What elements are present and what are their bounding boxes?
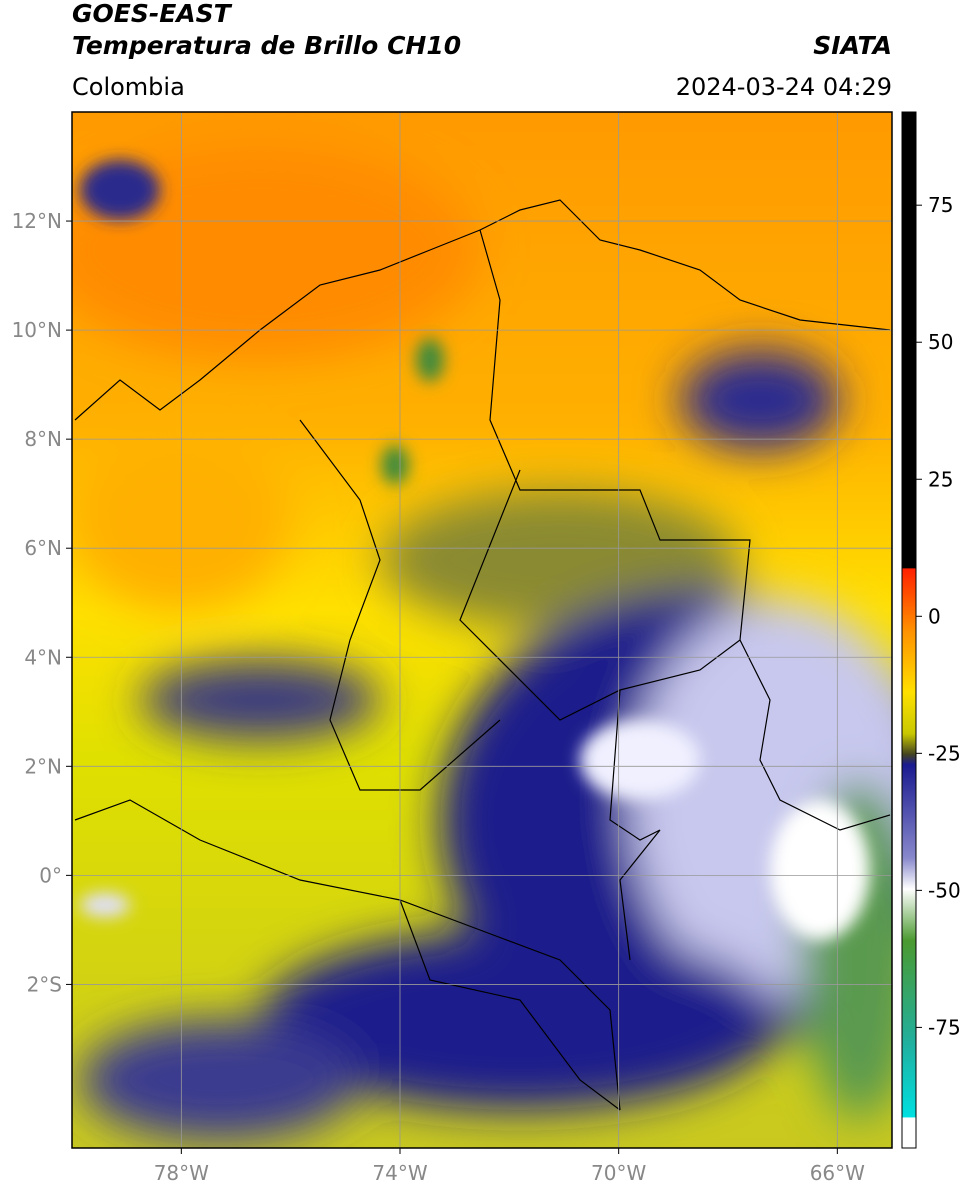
colorbar-label: 0 <box>928 604 941 628</box>
region: Colombia <box>72 73 185 101</box>
subtitle: Temperatura de Brillo CH10 <box>72 31 461 60</box>
lat-label: 2°N <box>24 754 62 778</box>
lon-label: 74°W <box>372 1161 427 1185</box>
source: SIATA <box>813 31 892 60</box>
colorbar-label: -25 <box>928 741 961 765</box>
lon-label: 78°W <box>154 1161 209 1185</box>
lat-label: 8°N <box>24 427 62 451</box>
timestamp: 2024-03-24 04:29 <box>676 73 892 101</box>
lon-label: 66°W <box>810 1161 865 1185</box>
colorbar-label: -50 <box>928 878 961 902</box>
colorbar <box>901 111 917 1149</box>
lat-label: 0° <box>39 863 62 887</box>
lat-label: 2°S <box>27 972 62 996</box>
lat-label: 12°N <box>12 209 62 233</box>
lat-label: 10°N <box>12 318 62 342</box>
colorbar-label: -75 <box>928 1015 961 1039</box>
colorbar-label: 75 <box>928 193 953 217</box>
map-frame <box>71 111 893 1149</box>
lat-label: 4°N <box>24 645 62 669</box>
title: GOES-EAST <box>72 0 233 28</box>
colorbar-label: 50 <box>928 330 953 354</box>
lat-label: 6°N <box>24 536 62 560</box>
graticule <box>72 112 892 1148</box>
colorbar-label: 25 <box>928 467 953 491</box>
satellite-image <box>72 112 892 1148</box>
lon-label: 70°W <box>591 1161 646 1185</box>
